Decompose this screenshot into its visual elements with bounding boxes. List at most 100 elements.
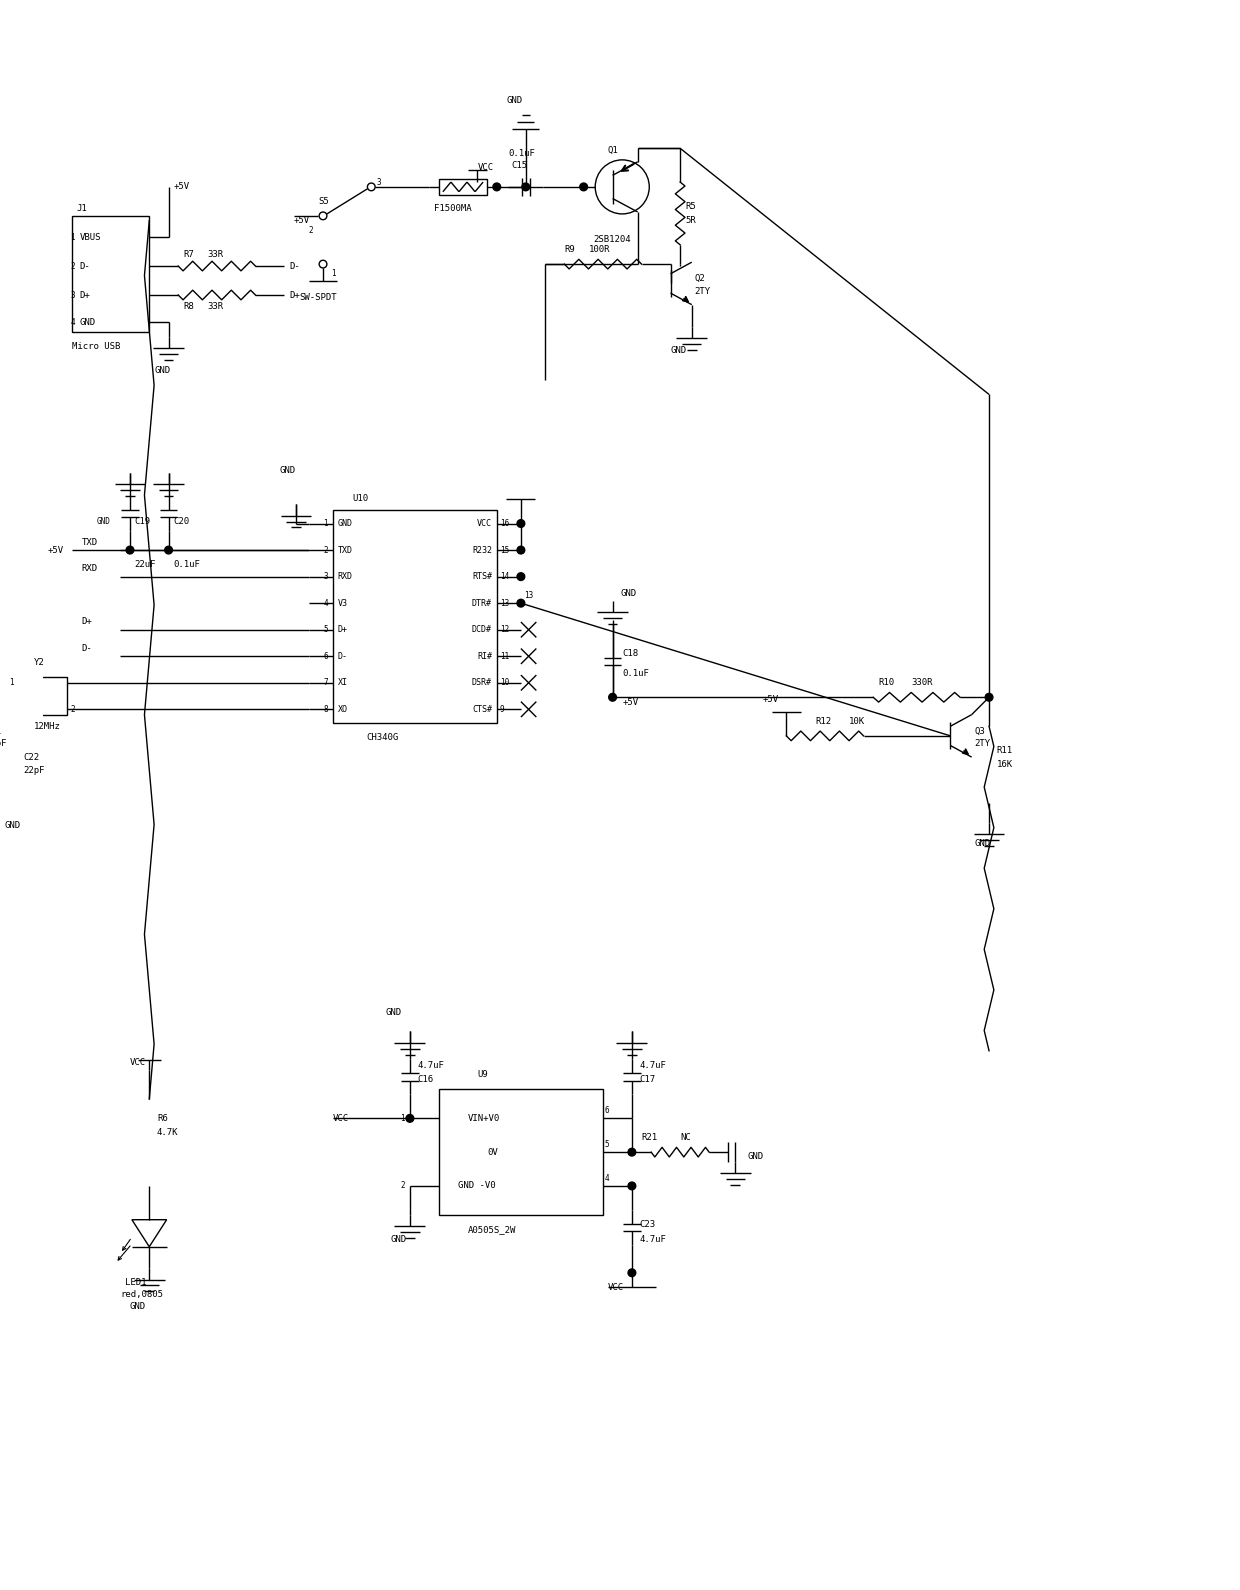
Text: R21: R21	[641, 1134, 657, 1142]
Text: F1500MA: F1500MA	[434, 204, 471, 213]
Bar	[38, 677, 67, 716]
Text: 2SB1204: 2SB1204	[593, 235, 631, 245]
Text: 12MHz: 12MHz	[33, 722, 61, 731]
Text: 5: 5	[324, 625, 327, 634]
Text: C22: C22	[24, 754, 40, 762]
Text: 33R: 33R	[207, 302, 223, 312]
Text: 330R: 330R	[911, 679, 934, 687]
Circle shape	[517, 547, 525, 553]
Text: VIN+V0: VIN+V0	[467, 1115, 500, 1123]
Text: 15: 15	[500, 545, 508, 555]
Text: R7: R7	[184, 250, 193, 259]
Text: +5V: +5V	[48, 545, 64, 555]
Text: R12: R12	[815, 717, 831, 727]
Text: VCC: VCC	[477, 164, 494, 172]
Text: RXD: RXD	[337, 572, 352, 580]
Circle shape	[627, 1181, 636, 1189]
Circle shape	[517, 599, 525, 607]
Text: 2: 2	[71, 704, 74, 714]
Text: 2: 2	[71, 261, 74, 270]
Text: VCC: VCC	[477, 518, 492, 528]
Text: Q2: Q2	[694, 273, 706, 283]
Text: R232: R232	[472, 545, 492, 555]
Text: VCC: VCC	[332, 1115, 348, 1123]
Text: 0.1uF: 0.1uF	[174, 560, 201, 569]
Text: C15: C15	[511, 161, 527, 170]
Text: C19: C19	[135, 517, 151, 526]
Text: 22pF: 22pF	[0, 739, 6, 749]
Text: C23: C23	[640, 1220, 656, 1229]
Text: GND: GND	[337, 518, 352, 528]
Text: C21: C21	[0, 727, 1, 736]
Text: Y2: Y2	[33, 658, 45, 666]
Circle shape	[126, 547, 134, 553]
Text: 22uF: 22uF	[135, 560, 156, 569]
Text: D+: D+	[337, 625, 347, 634]
Text: GND: GND	[154, 366, 170, 375]
Text: GND: GND	[620, 588, 636, 598]
Text: VBUS: VBUS	[79, 232, 102, 242]
Text: Q1: Q1	[608, 146, 619, 154]
Bar	[332, 510, 497, 722]
Text: C17: C17	[640, 1075, 656, 1084]
Text: XI: XI	[337, 679, 347, 687]
Text: 4: 4	[605, 1173, 610, 1183]
Text: red,0805: red,0805	[120, 1291, 164, 1299]
Text: Micro USB: Micro USB	[72, 342, 120, 351]
Text: NC: NC	[681, 1134, 691, 1142]
Text: TXD: TXD	[82, 537, 98, 547]
Text: SW-SPDT: SW-SPDT	[299, 294, 336, 302]
Text: 0.1uF: 0.1uF	[622, 669, 649, 677]
Text: RTS#: RTS#	[472, 572, 492, 580]
Text: 9: 9	[500, 704, 505, 714]
Text: 1: 1	[331, 269, 335, 278]
Text: 16K: 16K	[997, 760, 1013, 770]
Text: 33R: 33R	[207, 250, 223, 259]
Text: 1: 1	[10, 679, 14, 687]
Text: 13: 13	[500, 599, 508, 607]
Text: R10: R10	[878, 679, 894, 687]
Text: D-: D-	[82, 644, 93, 653]
Text: +5V: +5V	[622, 698, 639, 706]
Text: 22pF: 22pF	[24, 766, 46, 774]
Text: D+: D+	[82, 617, 93, 626]
Text: R9: R9	[564, 245, 575, 254]
Text: Q3: Q3	[975, 727, 986, 736]
Text: 5: 5	[605, 1140, 610, 1150]
Circle shape	[15, 782, 22, 790]
Text: D+: D+	[79, 291, 91, 299]
Text: 10: 10	[500, 679, 508, 687]
Text: +5V: +5V	[174, 183, 190, 191]
Text: 3: 3	[324, 572, 327, 580]
Circle shape	[405, 1115, 414, 1123]
Text: 10K: 10K	[849, 717, 866, 727]
Circle shape	[580, 183, 588, 191]
Text: 14: 14	[500, 572, 508, 580]
Text: GND: GND	[386, 1008, 402, 1016]
Text: R6: R6	[157, 1115, 167, 1123]
Text: GND: GND	[97, 517, 110, 526]
Circle shape	[165, 547, 172, 553]
Text: 4.7uF: 4.7uF	[640, 1234, 666, 1243]
Text: 2: 2	[309, 226, 314, 235]
Text: 2TY: 2TY	[694, 286, 711, 296]
Bar	[72, 216, 149, 332]
Text: GND: GND	[279, 466, 295, 475]
Circle shape	[627, 1269, 636, 1277]
Text: GND: GND	[130, 1302, 146, 1312]
Text: 2: 2	[324, 545, 327, 555]
Circle shape	[517, 520, 525, 528]
Text: 2TY: 2TY	[975, 739, 991, 749]
Text: J1: J1	[77, 204, 88, 213]
Text: 4.7K: 4.7K	[157, 1129, 179, 1137]
Text: VCC: VCC	[130, 1057, 146, 1067]
Text: GND: GND	[391, 1234, 407, 1243]
Text: 5R: 5R	[684, 216, 696, 226]
Text: R11: R11	[997, 746, 1013, 755]
Text: R8: R8	[184, 302, 193, 312]
Bar	[439, 1089, 603, 1215]
Text: C18: C18	[622, 649, 639, 658]
Text: +5V: +5V	[763, 695, 779, 704]
Text: RI#: RI#	[477, 652, 492, 661]
Text: V3: V3	[337, 599, 347, 607]
